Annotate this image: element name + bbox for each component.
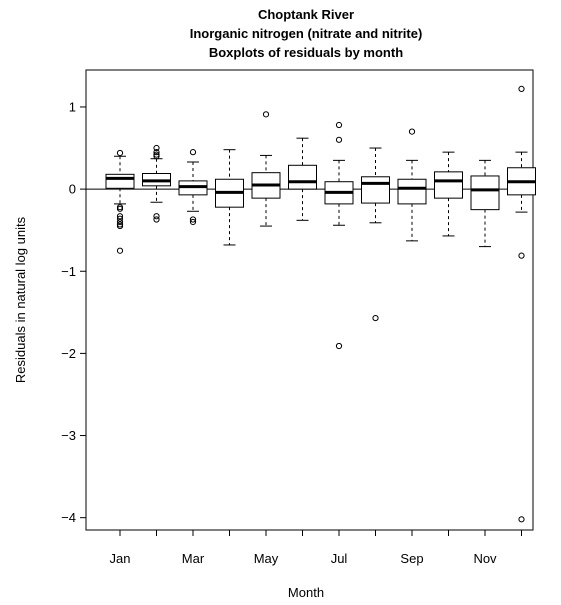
outlier-point — [153, 144, 160, 152]
outlier-point — [335, 136, 343, 143]
box-sep — [397, 128, 427, 242]
box-iqr — [361, 176, 390, 204]
outlier-point — [372, 314, 379, 322]
chart-title-group: Choptank River Inorganic nitrogen (nitra… — [190, 7, 423, 60]
outlier-point — [153, 216, 160, 223]
x-tick-label: Sep — [400, 551, 423, 566]
box-may — [251, 111, 281, 227]
plot-area-frame — [85, 69, 534, 531]
outlier-point — [153, 149, 160, 156]
box-iqr — [288, 164, 317, 190]
box-iqr — [105, 173, 135, 189]
x-tick-label: Jan — [110, 551, 131, 566]
outlier-point — [116, 222, 124, 230]
outlier-point — [262, 111, 270, 118]
outlier-point — [189, 149, 197, 156]
outlier-point — [116, 247, 124, 254]
outlier-point — [335, 342, 343, 350]
outlier-point — [153, 153, 160, 160]
box-iqr — [397, 178, 427, 205]
x-tick-label: Jul — [331, 551, 348, 566]
outlier-point — [335, 121, 343, 129]
outlier-point — [153, 213, 160, 220]
x-tick-label: Mar — [182, 551, 205, 566]
box-iqr — [470, 175, 500, 211]
box-oct — [434, 151, 463, 237]
box-dec — [507, 85, 536, 523]
box-jan — [105, 149, 135, 254]
chart-title-line-2: Inorganic nitrogen (nitrate and nitrite) — [190, 26, 423, 41]
y-tick-label: −2 — [61, 346, 76, 361]
outlier-point — [408, 128, 416, 135]
outlier-point — [518, 85, 525, 92]
y-tick-label: −3 — [61, 428, 76, 443]
x-tick-label: Nov — [473, 551, 497, 566]
outlier-point — [189, 216, 197, 223]
chart-title-line-1: Choptank River — [258, 7, 354, 22]
box-group — [86, 85, 536, 523]
chart-title-line-3: Boxplots of residuals by month — [209, 45, 403, 60]
box-aug — [361, 147, 390, 322]
outlier-point — [116, 213, 124, 220]
box-feb — [142, 144, 171, 223]
outlier-point — [518, 252, 525, 259]
y-tick-label: 1 — [69, 99, 76, 114]
outlier-point — [116, 218, 124, 226]
outlier-point — [189, 218, 197, 226]
y-tick-label: −4 — [61, 510, 76, 525]
box-mar — [178, 149, 208, 226]
y-axis: −4 −3 −2 −1 0 1 — [61, 99, 86, 525]
box-apr — [215, 149, 244, 246]
y-tick-label: −1 — [61, 264, 76, 279]
outlier-point — [518, 516, 525, 523]
outlier-point — [116, 149, 124, 157]
outlier-point — [116, 205, 124, 212]
y-axis-label: Residuals in natural log units — [13, 216, 28, 383]
outlier-point — [116, 215, 124, 222]
x-tick-label: May — [254, 551, 279, 566]
y-tick-label: 0 — [69, 182, 76, 197]
box-jun — [288, 137, 317, 221]
box-iqr — [434, 171, 463, 199]
x-axis-label: Month — [288, 585, 324, 600]
box-nov — [470, 159, 500, 248]
box-jul — [324, 121, 354, 350]
x-axis: Jan Mar May Jul Sep Nov — [110, 530, 522, 566]
